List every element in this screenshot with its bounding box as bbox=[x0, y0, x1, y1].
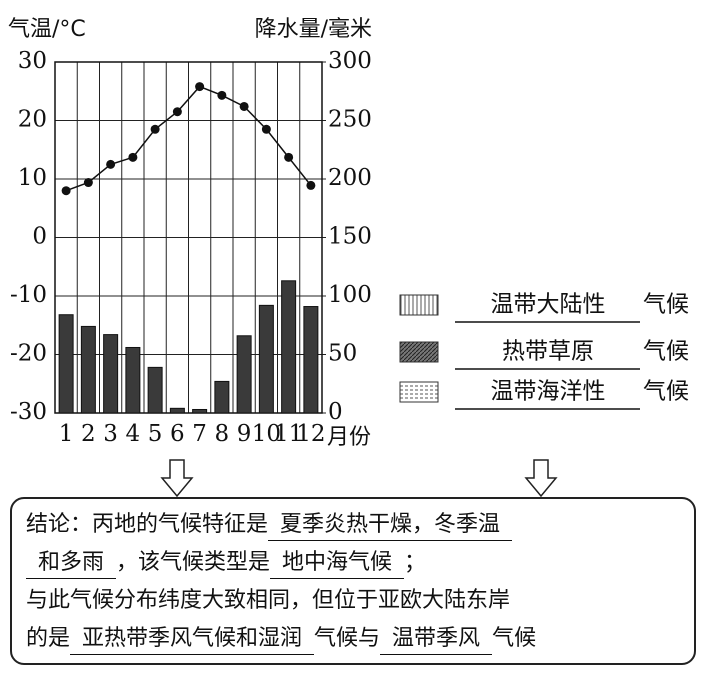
conclusion-text: 气候与 bbox=[314, 626, 381, 651]
legend-suffix: 气候 bbox=[643, 379, 689, 405]
x-tick-label: 1 bbox=[59, 421, 74, 447]
x-tick-label: 5 bbox=[148, 421, 163, 447]
temperature-point bbox=[106, 159, 116, 169]
arrow bbox=[524, 459, 558, 498]
temperature-point bbox=[128, 152, 138, 162]
y-tick-label: -20 bbox=[10, 341, 47, 367]
legend-swatch bbox=[399, 341, 439, 363]
x-axis-title: 月份 bbox=[327, 425, 371, 450]
y2-tick-label: 100 bbox=[328, 282, 372, 308]
y2-axis-title: 降水量/毫米 bbox=[255, 17, 372, 42]
chart: 气温/°C 降水量/毫米 月份 -30-20-10010203005010015… bbox=[8, 17, 689, 498]
legend-suffix: 气候 bbox=[643, 292, 689, 318]
bar bbox=[214, 380, 230, 414]
x-tick-label: 9 bbox=[237, 421, 252, 447]
conclusion-text: ； bbox=[404, 550, 427, 575]
legend-swatch bbox=[399, 381, 439, 403]
y2-tick-label: 250 bbox=[328, 107, 372, 133]
arrow bbox=[160, 459, 194, 498]
x-tick-label: 10 bbox=[252, 421, 281, 447]
y-tick-label: -10 bbox=[10, 282, 47, 308]
y2-tick-label: 50 bbox=[328, 341, 357, 367]
legend-swatch bbox=[399, 294, 439, 316]
filled-answer: 温带季风 bbox=[380, 624, 493, 655]
x-tick-label: 11 bbox=[274, 421, 303, 447]
temperature-point bbox=[61, 186, 71, 196]
conclusion-line: 与此气候分布纬度大致相同，但位于亚欧大陆东岸 bbox=[26, 583, 694, 621]
x-tick-label: 4 bbox=[126, 421, 141, 447]
x-tick-label: 3 bbox=[103, 421, 118, 447]
x-tick-label: 7 bbox=[192, 421, 207, 447]
y-tick-label: 10 bbox=[18, 165, 47, 191]
y-axis-title: 气温/°C bbox=[8, 17, 86, 42]
conclusion-text: 结论：丙地的气候特征是 bbox=[26, 512, 269, 537]
filled-answer: 夏季炎热干燥，冬季温 bbox=[268, 510, 513, 541]
conclusion-line: 的是 亚热带季风气候和湿润 气候与 温带季风 气候 bbox=[26, 621, 694, 659]
legend-answer: 温带大陆性 bbox=[491, 292, 606, 318]
bar bbox=[169, 407, 185, 414]
legend-answer: 热带草原 bbox=[502, 339, 594, 365]
temperature-point bbox=[172, 107, 182, 117]
y-tick-label: 20 bbox=[18, 107, 47, 133]
bar bbox=[258, 304, 274, 414]
bar bbox=[303, 306, 319, 414]
bar bbox=[80, 325, 96, 414]
temperature-point bbox=[261, 124, 271, 134]
bar bbox=[236, 335, 252, 414]
temperature-line bbox=[65, 85, 312, 192]
temperature-point bbox=[150, 124, 160, 134]
x-tick-label: 6 bbox=[170, 421, 185, 447]
temperature-point bbox=[306, 180, 316, 190]
conclusion-text: 的是 bbox=[26, 626, 71, 651]
conclusion-text: ，该气候类型是 bbox=[116, 550, 271, 575]
conclusion-line: 和多雨 ，该气候类型是 地中海气候； bbox=[26, 545, 694, 583]
y2-tick-label: 0 bbox=[328, 399, 343, 425]
conclusion-line: 结论：丙地的气候特征是 夏季炎热干燥，冬季温 bbox=[26, 507, 694, 545]
y2-tick-label: 300 bbox=[328, 48, 372, 74]
bar bbox=[147, 366, 163, 414]
conclusion-text: 与此气候分布纬度大致相同，但位于亚欧大陆东岸 bbox=[26, 588, 511, 613]
legend-answer: 温带海洋性 bbox=[491, 379, 606, 405]
bar bbox=[192, 408, 208, 414]
filled-answer: 亚热带季风气候和湿润 bbox=[70, 624, 315, 655]
temperature-point bbox=[83, 178, 93, 188]
y-tick-label: 0 bbox=[32, 224, 47, 250]
bar bbox=[125, 346, 141, 414]
conclusion-box: 结论：丙地的气候特征是 夏季炎热干燥，冬季温 和多雨 ，该气候类型是 地中海气候；与此气… bbox=[10, 497, 696, 665]
bar bbox=[58, 314, 74, 414]
bar bbox=[281, 280, 297, 414]
y2-tick-label: 150 bbox=[328, 224, 372, 250]
temperature-point bbox=[284, 152, 294, 162]
plot-frame bbox=[54, 61, 323, 414]
temperature-point bbox=[239, 101, 249, 111]
filled-answer: 和多雨 bbox=[26, 548, 117, 579]
y2-tick-label: 200 bbox=[328, 165, 372, 191]
conclusion-text: 气候 bbox=[492, 626, 537, 651]
bar bbox=[103, 334, 119, 414]
legend-suffix: 气候 bbox=[643, 339, 689, 365]
x-tick-label: 2 bbox=[81, 421, 96, 447]
temperature-point bbox=[195, 82, 205, 92]
y-tick-label: 30 bbox=[18, 48, 47, 74]
temperature-point bbox=[217, 90, 227, 100]
x-tick-label: 12 bbox=[296, 421, 325, 447]
filled-answer: 地中海气候 bbox=[270, 548, 405, 579]
y-tick-label: -30 bbox=[10, 399, 47, 425]
x-tick-label: 8 bbox=[215, 421, 230, 447]
